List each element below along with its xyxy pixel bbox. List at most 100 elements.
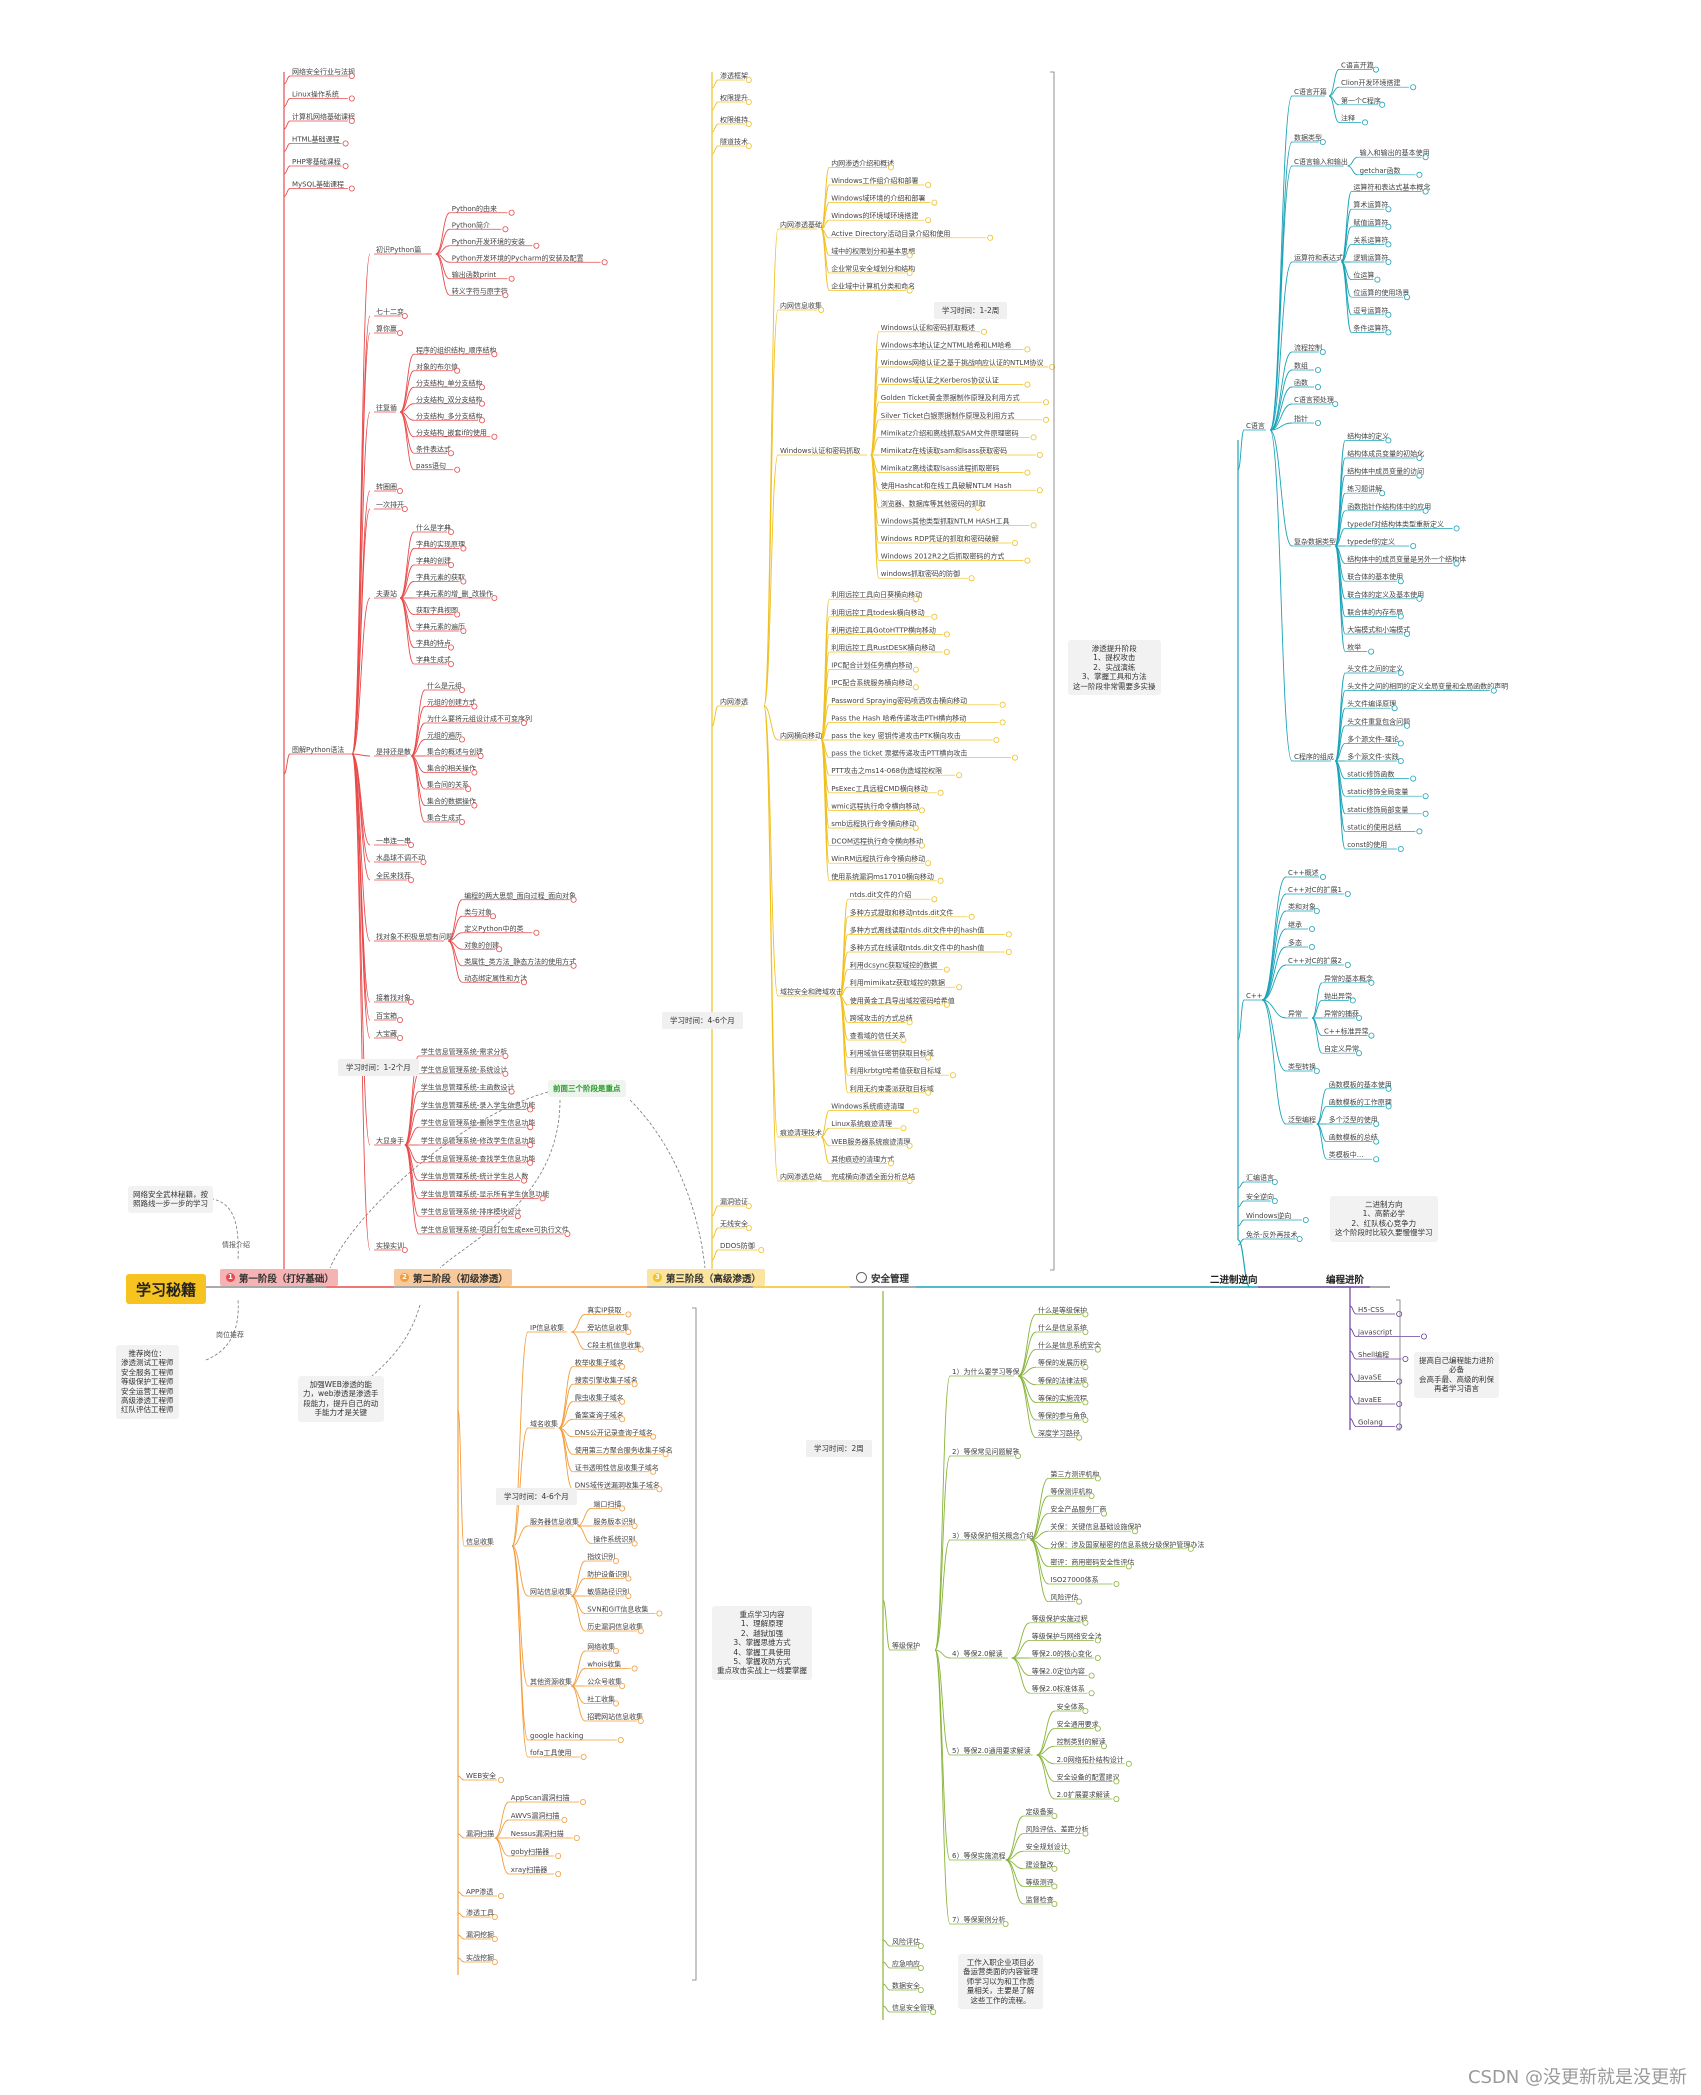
level-group[interactable]: 3）等级保护相关概念介绍 — [952, 1531, 1033, 1540]
scan-tool[interactable]: AppScan漏洞扫描 — [511, 1793, 570, 1802]
level-topic[interactable]: 关保：关键信息基础设施保护 — [1050, 1522, 1141, 1531]
intranet-topic[interactable]: 利用dcsync获取域控的数据 — [850, 961, 937, 970]
intranet-topic[interactable]: 内网渗透介绍和概述 — [831, 158, 894, 167]
c-topic[interactable]: 结构体成员变量的初始化 — [1347, 449, 1424, 458]
info-topic[interactable]: 枚举收集子域名 — [575, 1358, 624, 1367]
info-topic[interactable]: 旁站信息收集 — [587, 1323, 629, 1332]
c-topic[interactable]: const的使用 — [1347, 840, 1387, 849]
python-topic[interactable]: 获取字典视图 — [416, 606, 458, 615]
intranet-topic[interactable]: IPC配合系统服务横向移动 — [831, 678, 912, 687]
python-topic[interactable]: 字典的创建 — [416, 556, 451, 565]
info-topic[interactable]: 招聘网站信息收集 — [587, 1712, 643, 1721]
cpp-topic[interactable]: 函数模板的工作原理 — [1329, 1097, 1392, 1106]
intranet-topic[interactable]: DCOM远程执行命令横向移动 — [831, 837, 923, 846]
python-topic[interactable]: 学生信息管理系统-显示所有学生信息功能 — [421, 1189, 550, 1198]
reverse-topic[interactable]: 安全逆向 — [1246, 1192, 1274, 1201]
python-topic[interactable]: 集合的相关操作 — [427, 764, 476, 773]
cpp-topic-group[interactable]: 类型转换 — [1288, 1062, 1316, 1071]
info-topic[interactable]: DNS域传送漏洞收集子域名 — [575, 1480, 660, 1489]
python-topic[interactable]: 学生信息管理系统-系统设计 — [421, 1065, 508, 1074]
python-topic[interactable]: 字典的特点 — [416, 639, 451, 648]
stage-1-topic[interactable]: Linux操作系统 — [292, 90, 339, 99]
c-topic[interactable]: 第一个C程序 — [1341, 96, 1381, 105]
cpp-topic-group[interactable]: C++对C的扩展1 — [1288, 885, 1342, 894]
c-topic[interactable]: 位运算 — [1353, 271, 1374, 280]
info-topic[interactable]: 服务版本识别 — [593, 1517, 635, 1526]
programming-branch-title[interactable]: 编程进阶 — [1326, 1275, 1365, 1286]
intranet-topic[interactable]: PsExec工具远程CMD横向移动 — [831, 784, 928, 793]
intranet-topic[interactable]: smb远程执行命令横向移动 — [831, 819, 916, 828]
c-topic[interactable]: 头文件编译原理 — [1347, 699, 1396, 708]
c-topic[interactable]: 结构体中的成员变量是另外一个结构体 — [1347, 555, 1466, 564]
python-syntax-node[interactable]: 图解Python语法 — [292, 745, 344, 754]
level-topic[interactable]: 等级测评 — [1026, 1877, 1054, 1886]
level-topic[interactable]: 等保的参与角色 — [1038, 1411, 1087, 1420]
python-topic[interactable]: Python的由来 — [452, 204, 497, 213]
python-topic[interactable]: 条件表达式 — [416, 444, 451, 453]
security-management-topic[interactable]: 数据安全 — [892, 1981, 920, 1990]
level-topic[interactable]: 定级备案 — [1026, 1807, 1054, 1816]
intranet-topic[interactable]: 利用远控工具向日葵横向移动 — [831, 590, 922, 599]
python-topic[interactable]: 集合的数据操作 — [427, 797, 476, 806]
programming-topic[interactable]: Shell编程 — [1358, 1350, 1389, 1359]
intranet-group[interactable]: 内网信息收集 — [780, 301, 822, 310]
info-group[interactable]: fofa工具使用 — [530, 1748, 572, 1757]
python-topic[interactable]: pass语句 — [416, 461, 446, 470]
info-topic[interactable]: 公众号收集 — [587, 1677, 622, 1686]
level-protection-node[interactable]: 等级保护 — [892, 1641, 920, 1650]
cpp-node[interactable]: C++ — [1246, 992, 1263, 1000]
security-management-topic[interactable]: 信息安全管理 — [892, 2003, 934, 2012]
python-topic[interactable]: 学生信息管理系统-修改学生信息功能 — [421, 1136, 536, 1145]
scan-tool[interactable]: xray扫描器 — [511, 1865, 547, 1874]
cpp-topic[interactable]: 自定义异常 — [1324, 1044, 1359, 1053]
cpp-topic-group[interactable]: 多态 — [1288, 938, 1302, 947]
c-topic-group[interactable]: C语言输入和输出 — [1294, 157, 1348, 166]
python-topic[interactable]: 类属性_类方法_静态方法的使用方式 — [464, 957, 576, 966]
intranet-topic[interactable]: Windows的环境域环境搭建 — [831, 211, 918, 220]
c-topic-group[interactable]: 函数 — [1294, 378, 1308, 387]
cpp-topic[interactable]: 异常的捕获 — [1324, 1009, 1359, 1018]
c-topic[interactable]: 输入和输出的基本使用 — [1360, 148, 1430, 157]
stage-1-topic[interactable]: HTML基础课程 — [292, 135, 339, 144]
intranet-topic[interactable]: Password Spraying密码喷洒攻击横向移动 — [831, 696, 967, 705]
intranet-topic[interactable]: Windows系统痕迹清理 — [831, 1102, 904, 1111]
info-topic[interactable]: SVN和GIT信息收集 — [587, 1605, 648, 1614]
c-topic[interactable]: 多个源文件-理论 — [1347, 734, 1399, 743]
intranet-topic[interactable]: 利用无约束委派获取目标域 — [850, 1084, 934, 1093]
intranet-topic[interactable]: Mimikatz介绍和离线抓取SAM文件原理密码 — [881, 428, 1019, 437]
c-topic[interactable]: 赋值运算符 — [1353, 218, 1388, 227]
level-topic[interactable]: 等级保护与网络安全法 — [1032, 1631, 1102, 1640]
stage-3-topic[interactable]: 权限提升 — [720, 93, 748, 102]
scan-tool[interactable]: goby扫描器 — [511, 1847, 549, 1856]
python-topic[interactable]: 集合的概述与创建 — [427, 747, 483, 756]
intranet-topic[interactable]: 利用远控工具RustDESK横向移动 — [831, 643, 935, 652]
intranet-topic[interactable]: IPC配合计划任务横向移动 — [831, 661, 912, 670]
level-topic[interactable]: 深度学习路径 — [1038, 1429, 1080, 1438]
intranet-topic[interactable]: 利用krbtgt哈希值获取目标域 — [850, 1066, 941, 1075]
level-group[interactable]: 6）等保实施流程 — [952, 1851, 1005, 1860]
stage-4-node[interactable]: 安全管理 — [850, 1269, 928, 1286]
c-topic-group[interactable]: 指针 — [1294, 414, 1308, 423]
cpp-topic[interactable]: 多个泛型的使用 — [1329, 1115, 1378, 1124]
web-group[interactable]: 渗透工具 — [466, 1908, 494, 1917]
info-group[interactable]: 服务器信息收集 — [530, 1517, 579, 1526]
intranet-topic[interactable]: Linux系统痕迹清理 — [831, 1119, 892, 1128]
c-topic-group[interactable]: 复杂数据类型 — [1294, 537, 1336, 546]
info-topic[interactable]: whois收集 — [587, 1660, 621, 1669]
reverse-topic[interactable]: 汇编语言 — [1246, 1173, 1274, 1182]
info-topic[interactable]: 防护设备识别 — [587, 1570, 629, 1579]
scan-tool[interactable]: Nessus漏洞扫描 — [511, 1829, 564, 1838]
python-topic[interactable]: 学生信息管理系统-排序模块设计 — [421, 1207, 522, 1216]
python-topic[interactable]: 字典元素的增_删_改操作 — [416, 589, 493, 598]
web-group[interactable]: WEB安全 — [466, 1771, 496, 1780]
python-topic[interactable]: 什么是字典 — [416, 523, 451, 532]
python-topic[interactable]: 字典的实现原理 — [416, 540, 465, 549]
python-topic[interactable]: 字典元素的遍历 — [416, 622, 465, 631]
python-topic[interactable]: 分支结构_嵌套if的使用 — [416, 428, 487, 437]
info-topic[interactable]: 敏感路径识别 — [587, 1587, 629, 1596]
python-topic[interactable]: 学生信息管理系统-统计学生总人数 — [421, 1172, 529, 1181]
programming-topic[interactable]: H5-CSS — [1358, 1306, 1385, 1314]
intranet-topic[interactable]: 企业常见安全域划分和结构 — [831, 264, 915, 273]
intranet-topic[interactable]: Active Directory活动目录介绍和使用 — [831, 229, 950, 238]
web-group[interactable]: 实战挖掘 — [466, 1953, 494, 1962]
